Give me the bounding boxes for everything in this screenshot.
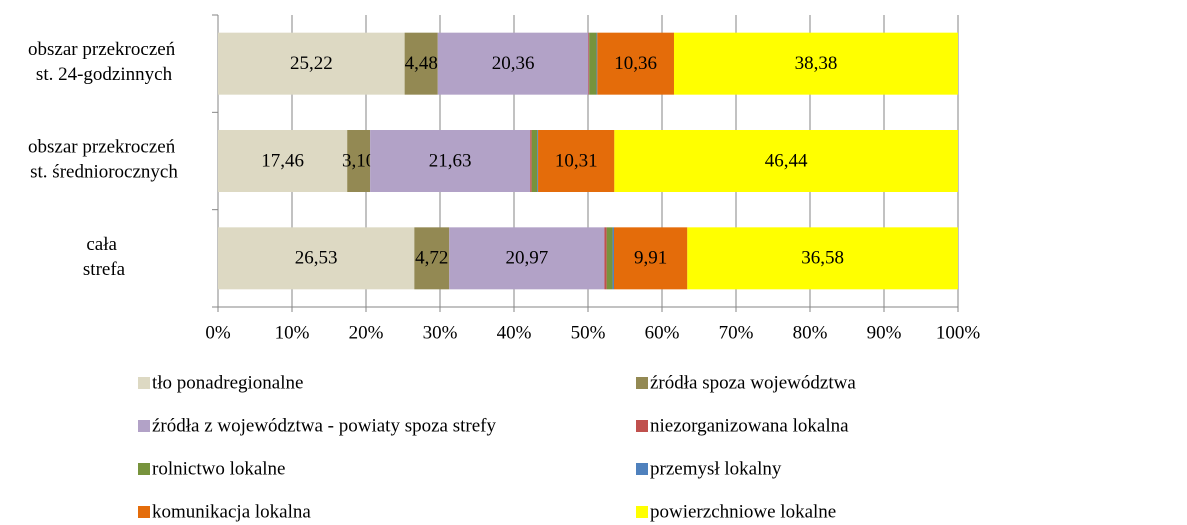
- bar-segment: [370, 130, 531, 192]
- legend-label: komunikacja lokalna: [152, 501, 311, 522]
- legend-swatch: [138, 377, 150, 389]
- legend-swatch: [138, 420, 150, 432]
- legend-label: źródła z województwa - powiaty spoza str…: [152, 415, 496, 436]
- x-tick-label: 30%: [423, 322, 458, 343]
- data-label: 17,46: [261, 150, 304, 171]
- bar-segment: [538, 130, 615, 192]
- bar-segment: [218, 227, 415, 290]
- y-tick-label: obszar przekroczeń st. średniorocznych: [28, 137, 180, 183]
- legend-swatch: [636, 377, 648, 389]
- x-tick-label: 100%: [936, 322, 981, 343]
- data-label: 3,10: [342, 150, 375, 171]
- data-label: 38,38: [795, 53, 838, 74]
- data-label: 21,63: [429, 150, 472, 171]
- bar-segment: [613, 227, 688, 290]
- legend-swatch: [138, 506, 150, 518]
- bar-segment: [673, 32, 958, 95]
- bar-segment: [614, 130, 958, 192]
- legend-label: niezorganizowana lokalna: [650, 415, 849, 436]
- bar-segment: [347, 130, 371, 192]
- data-label: 25,22: [290, 53, 333, 74]
- data-label: 10,36: [614, 53, 657, 74]
- bar-segment: [604, 227, 607, 290]
- bar-segment: [537, 130, 539, 192]
- bar-segment: [612, 227, 614, 290]
- x-tick-label: 40%: [497, 322, 532, 343]
- data-label: 26,53: [295, 248, 338, 269]
- data-label: 36,58: [801, 248, 844, 269]
- data-label: 46,44: [765, 150, 808, 171]
- bar-segment: [404, 32, 438, 95]
- data-label: 4,48: [405, 53, 438, 74]
- x-tick-label: 50%: [571, 322, 606, 343]
- bar-segment: [589, 32, 597, 95]
- bar-segment: [588, 32, 590, 95]
- x-tick-label: 80%: [793, 322, 828, 343]
- y-tick-label: obszar przekroczeń st. 24-godzinnych: [28, 40, 180, 86]
- bar-segment: [437, 32, 589, 95]
- legend-label: przemysł lokalny: [650, 458, 782, 479]
- bar-segment: [530, 130, 532, 192]
- bar-segment: [531, 130, 538, 192]
- legend-swatch: [636, 463, 648, 475]
- bar-segment: [414, 227, 450, 290]
- bar-segment: [218, 130, 348, 192]
- x-tick-label: 60%: [645, 322, 680, 343]
- bar-segment: [218, 32, 405, 95]
- legend-label: rolnictwo lokalne: [152, 458, 286, 479]
- bar-segment: [687, 227, 958, 290]
- legend-label: źródła spoza województwa: [650, 372, 856, 393]
- y-tick-label: cała strefa: [83, 234, 126, 280]
- x-tick-label: 10%: [275, 322, 310, 343]
- legend-swatch: [636, 420, 648, 432]
- bar-segment: [606, 227, 613, 290]
- x-tick-label: 20%: [349, 322, 384, 343]
- data-label: 4,72: [415, 248, 448, 269]
- x-tick-label: 90%: [867, 322, 902, 343]
- x-tick-label: 70%: [719, 322, 754, 343]
- legend-label: tło ponadregionalne: [152, 372, 303, 393]
- bar-segment: [596, 32, 598, 95]
- x-tick-label: 0%: [205, 322, 231, 343]
- data-label: 20,97: [505, 248, 548, 269]
- data-label: 9,91: [634, 248, 667, 269]
- bar-segment: [449, 227, 605, 290]
- legend-swatch: [636, 506, 648, 518]
- data-label: 10,31: [555, 150, 598, 171]
- legend-label: powierzchniowe lokalne: [650, 501, 836, 522]
- data-label: 20,36: [492, 53, 535, 74]
- bar-segment: [597, 32, 674, 95]
- legend-swatch: [138, 463, 150, 475]
